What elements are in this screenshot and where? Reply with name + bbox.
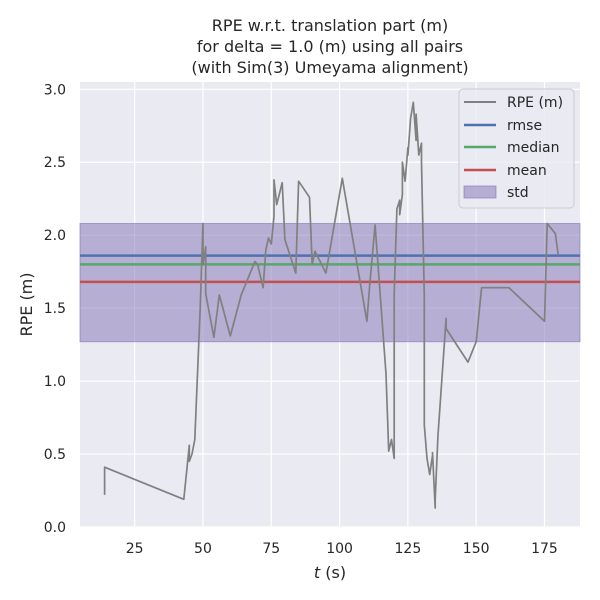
x-tick-label: 25	[126, 541, 144, 557]
chart-title-line-3: (with Sim(3) Umeyama alignment)	[191, 58, 468, 77]
x-axis-label: t (s)	[314, 563, 346, 582]
legend-label-std: std	[507, 185, 529, 201]
x-axis-unit: (s)	[320, 563, 346, 582]
x-tick-label: 125	[395, 541, 422, 557]
chart-title-line-1: RPE w.r.t. translation part (m)	[212, 16, 448, 35]
y-tick-label: 2.5	[44, 155, 66, 171]
y-axis-label: RPE (m)	[17, 272, 36, 336]
x-axis-variable: t	[314, 563, 321, 582]
legend-label-rpe: RPE (m)	[507, 95, 563, 111]
legend: RPE (m) rmse median mean std	[458, 88, 575, 209]
x-tick-label: 175	[531, 541, 558, 557]
x-tick-label: 100	[326, 541, 353, 557]
rpe-series-line	[103, 101, 559, 509]
x-tick-label: 50	[194, 541, 212, 557]
y-tick-label: 0.5	[44, 447, 66, 463]
x-tick-label: 150	[463, 541, 490, 557]
y-tick-label: 0.0	[44, 520, 66, 536]
legend-swatch-std	[463, 185, 497, 199]
legend-label-mean: mean	[507, 163, 547, 179]
legend-label-rmse: rmse	[507, 118, 542, 134]
y-tick-label: 3.0	[44, 82, 66, 98]
chart-title-line-2: for delta = 1.0 (m) using all pairs	[197, 37, 463, 56]
legend-frame	[458, 88, 575, 209]
y-tick-label: 1.5	[44, 301, 66, 317]
y-tick-label: 2.0	[44, 228, 66, 244]
x-tick-label: 75	[262, 541, 280, 557]
y-tick-label: 1.0	[44, 374, 66, 390]
legend-label-median: median	[507, 140, 559, 156]
